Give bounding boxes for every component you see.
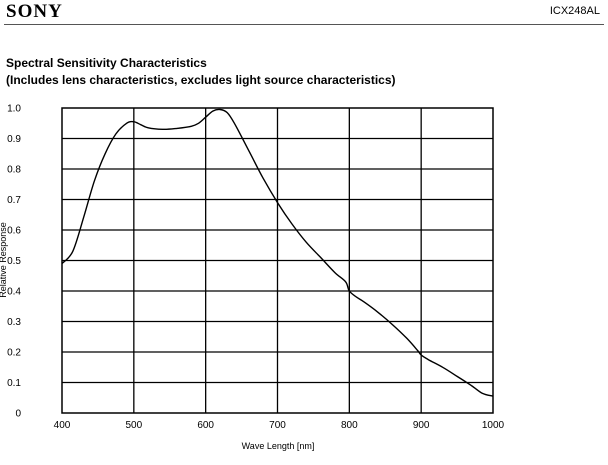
page-title: Spectral Sensitivity Characteristics <box>6 56 207 70</box>
y-tick-label: 0.5 <box>7 256 21 267</box>
header-divider <box>4 24 604 25</box>
x-tick-label: 800 <box>341 420 358 431</box>
page-subtitle: (Includes lens characteristics, excludes… <box>6 73 396 87</box>
sony-logo: SONY <box>6 1 63 22</box>
x-tick-label: 700 <box>269 420 286 431</box>
relative-response-curve <box>61 108 494 397</box>
x-tick-label: 1000 <box>482 420 505 431</box>
y-tick-label: 0 <box>15 409 21 420</box>
x-tick-label: 600 <box>197 420 214 431</box>
y-tick-label: 0.1 <box>7 378 21 389</box>
plot-frame <box>61 107 494 414</box>
y-tick-label: 0.6 <box>7 226 21 237</box>
x-tick-label: 400 <box>54 420 71 431</box>
y-axis-label: Relative Response <box>0 222 8 298</box>
x-tick-label: 900 <box>413 420 430 431</box>
y-tick-labels: 0 0.1 0.2 0.3 0.4 0.5 0.6 0.7 0.8 0.9 1.0 <box>7 104 21 420</box>
y-tick-label: 1.0 <box>7 104 21 115</box>
y-tick-label: 0.8 <box>7 165 21 176</box>
y-tick-label: 0.4 <box>7 287 21 298</box>
model-number: ICX248AL <box>549 5 600 17</box>
grid-lines <box>62 108 493 413</box>
y-tick-label: 0.2 <box>7 348 21 359</box>
x-tick-label: 500 <box>125 420 142 431</box>
x-axis-label: Wave Length [nm] <box>241 441 315 451</box>
y-tick-label: 0.3 <box>7 317 21 328</box>
y-tick-label: 0.7 <box>7 195 21 206</box>
x-tick-labels: 400 500 600 700 800 900 1000 <box>54 420 505 431</box>
y-tick-label: 0.9 <box>7 134 21 145</box>
